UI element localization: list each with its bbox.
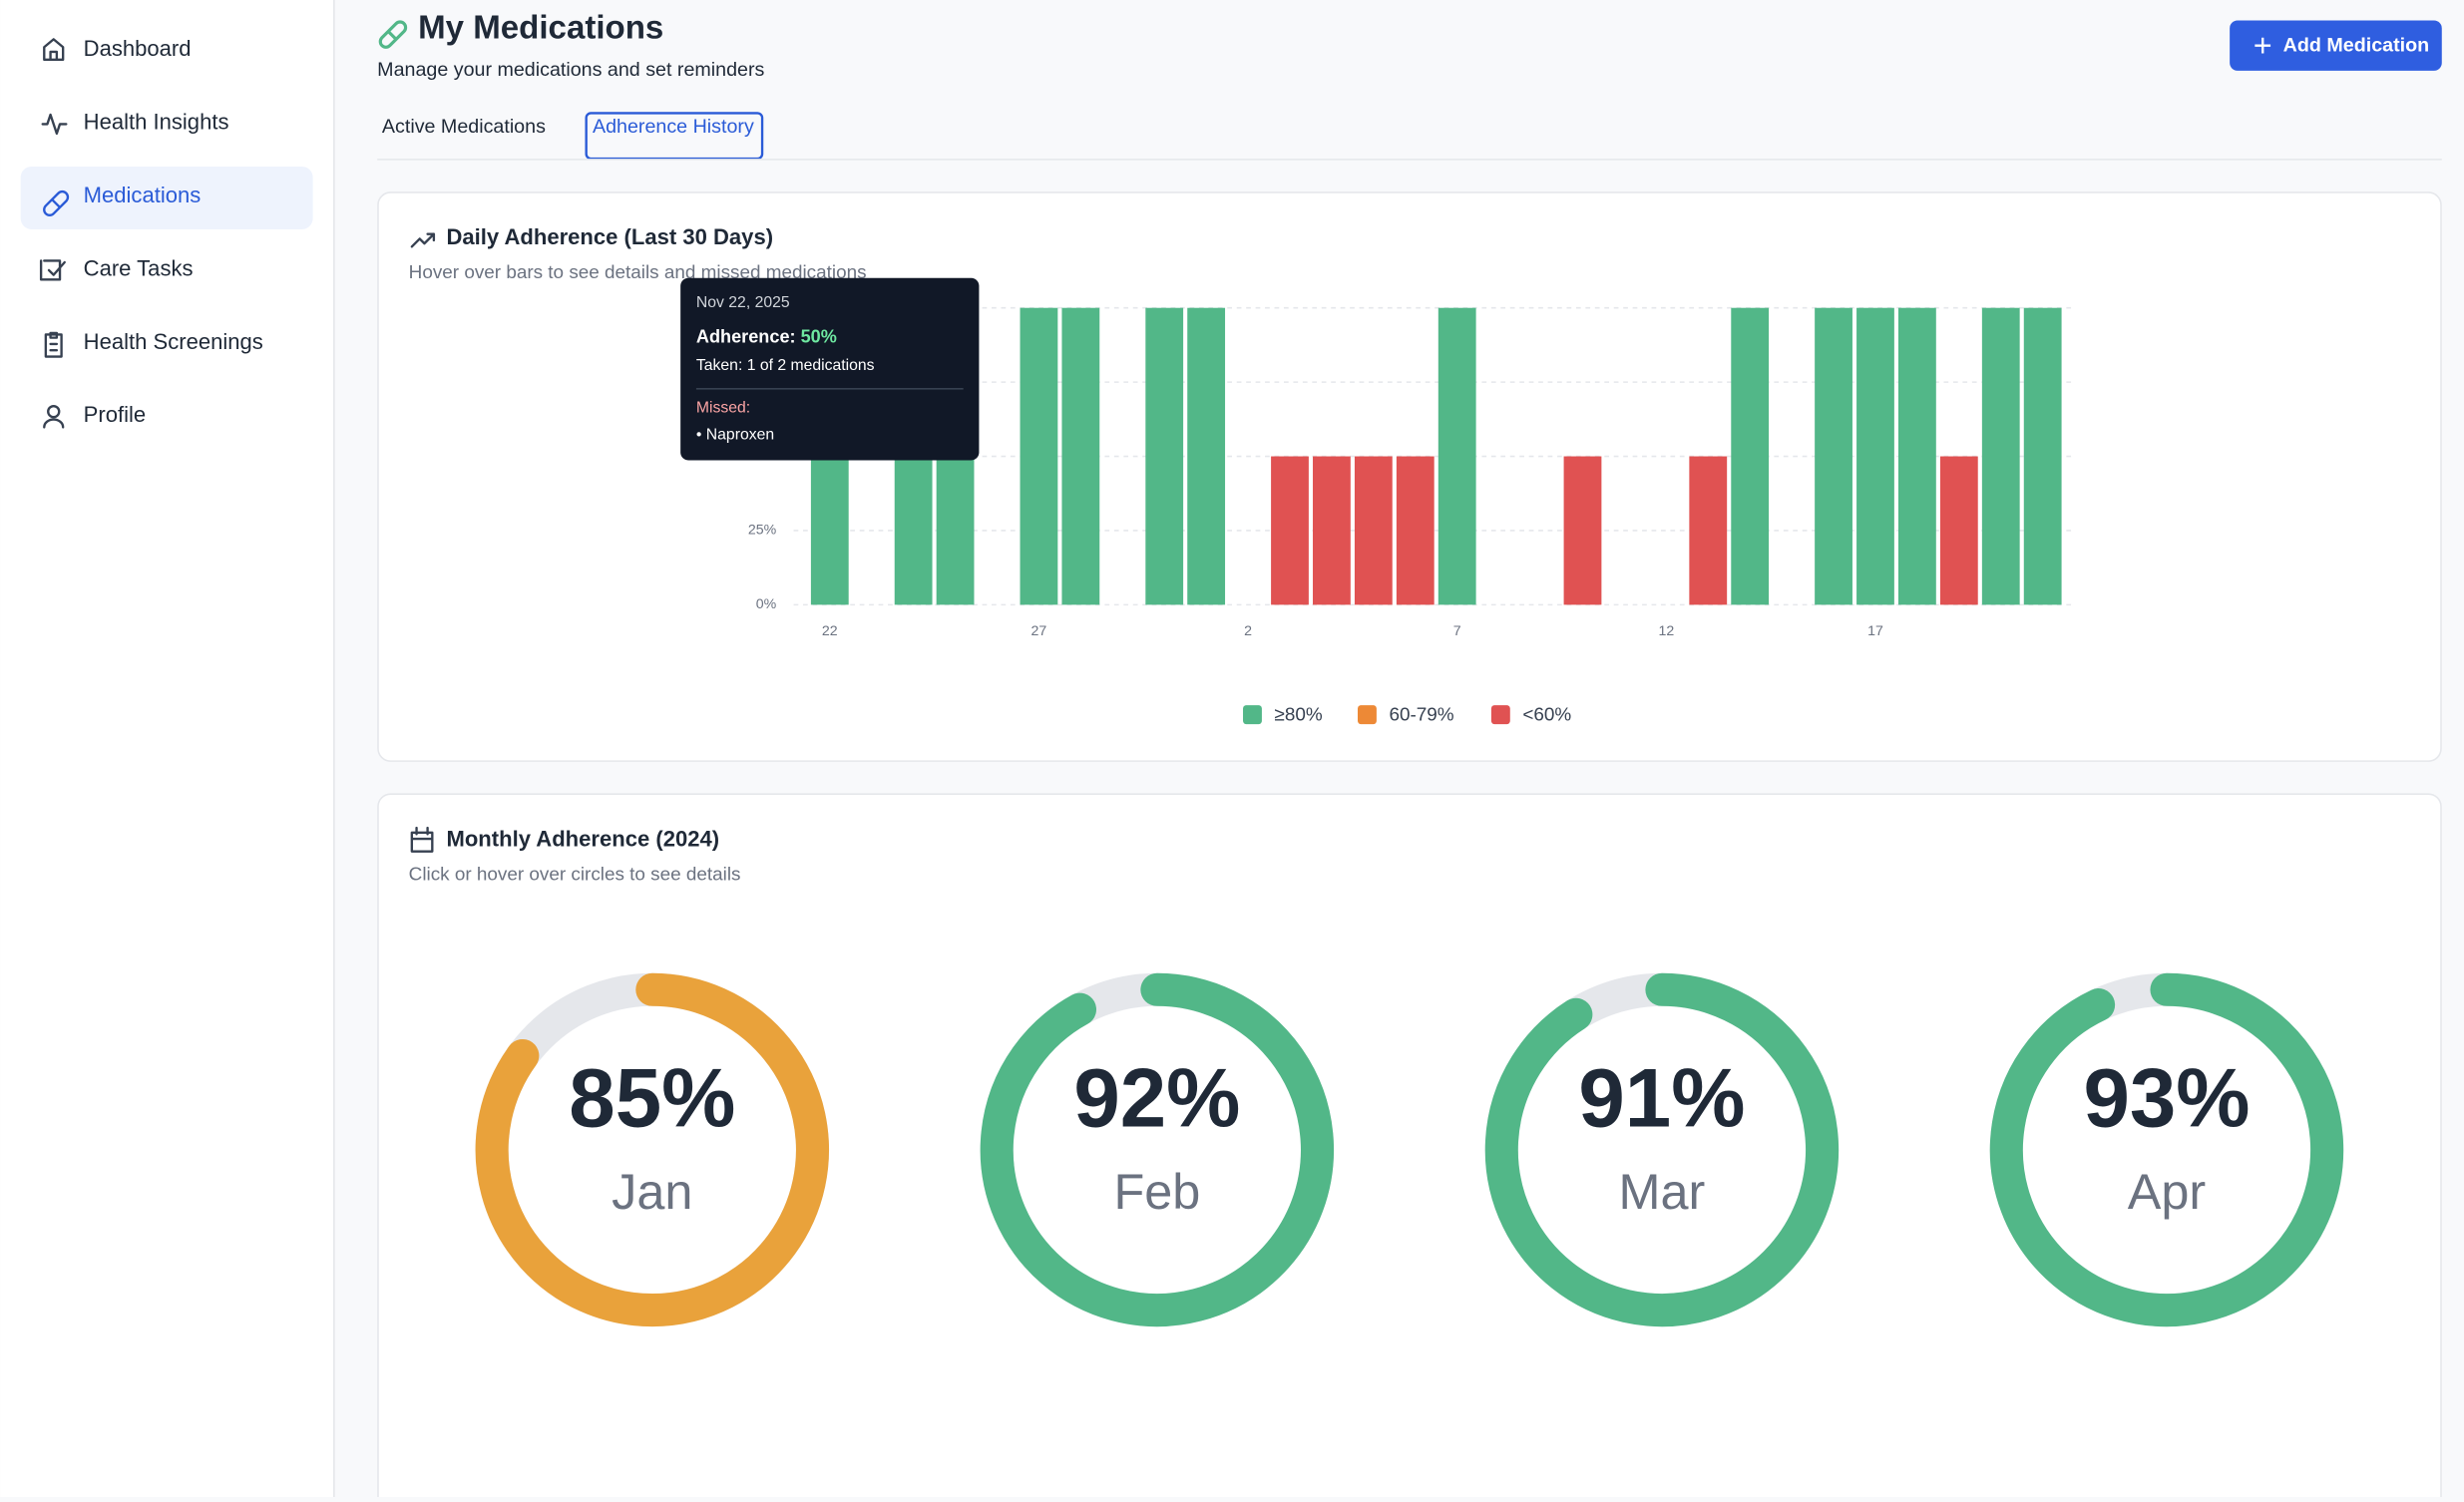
tooltip-taken: Taken: 1 of 2 medications bbox=[696, 357, 875, 374]
bar[interactable] bbox=[1354, 456, 1393, 605]
tooltip-bg bbox=[680, 277, 980, 461]
ring-month: Apr bbox=[2128, 1163, 2206, 1220]
tooltip-missed-item: • Naproxen bbox=[696, 426, 774, 443]
x-tick-label: 17 bbox=[1867, 623, 1883, 639]
x-tick-label: 2 bbox=[1244, 623, 1252, 639]
bar[interactable] bbox=[1187, 307, 1226, 605]
ring-month: Jan bbox=[612, 1163, 692, 1220]
tooltip-missed: Missed: bbox=[696, 400, 750, 417]
x-tick-label: 12 bbox=[1658, 623, 1674, 639]
trend-icon bbox=[410, 232, 436, 248]
bar[interactable] bbox=[1271, 456, 1309, 605]
ring-month: Mar bbox=[1619, 1163, 1706, 1220]
x-tick-label: 22 bbox=[822, 623, 838, 639]
bar[interactable] bbox=[1437, 307, 1476, 605]
x-tick-label: 27 bbox=[1031, 623, 1047, 639]
bar[interactable] bbox=[1689, 456, 1728, 605]
y-tick-label: 25% bbox=[748, 523, 777, 539]
bar[interactable] bbox=[1939, 456, 1978, 605]
nav-item[interactable]: Care Tasks bbox=[84, 255, 194, 280]
ring-arc[interactable] bbox=[1484, 972, 1840, 1327]
ring-month: Feb bbox=[1113, 1163, 1200, 1220]
ring-arc[interactable] bbox=[1989, 972, 2344, 1327]
tooltip-adherence: Adherence: 50% bbox=[696, 326, 837, 346]
legend-swatch bbox=[1243, 705, 1262, 725]
legend-label: 60-79% bbox=[1390, 704, 1454, 725]
ring-value: 92% bbox=[1073, 1050, 1240, 1144]
bar[interactable] bbox=[1396, 456, 1435, 605]
bar[interactable] bbox=[2023, 307, 2062, 605]
nav-active-bg bbox=[20, 166, 313, 229]
card-subtitle: Click or hover over circles to see detai… bbox=[409, 864, 741, 885]
y-tick-label: 0% bbox=[756, 596, 777, 612]
plus-icon bbox=[2255, 37, 2271, 54]
bar[interactable] bbox=[1020, 307, 1058, 605]
tooltip-date: Nov 22, 2025 bbox=[696, 294, 790, 311]
bar[interactable] bbox=[1898, 307, 1936, 605]
bar[interactable] bbox=[1061, 307, 1100, 605]
tab[interactable]: Active Medications bbox=[382, 116, 546, 138]
ring-value: 85% bbox=[569, 1050, 735, 1144]
label: Adherence: bbox=[696, 326, 796, 346]
bar[interactable] bbox=[1981, 307, 2020, 605]
nav-item[interactable]: Dashboard bbox=[84, 36, 192, 61]
nav-icons bbox=[39, 38, 70, 429]
tab-active[interactable]: Adherence History bbox=[593, 116, 754, 138]
nav-item[interactable]: Medications bbox=[84, 183, 202, 207]
nav-item[interactable]: Profile bbox=[84, 402, 147, 427]
x-tick-label: 7 bbox=[1453, 623, 1461, 639]
add-button[interactable] bbox=[2230, 20, 2442, 71]
ring-value: 91% bbox=[1578, 1050, 1745, 1144]
legend-label: ≥80% bbox=[1275, 704, 1323, 725]
tooltip: Nov 22, 2025 Adherence: 50% Taken: 1 of … bbox=[680, 277, 980, 461]
add-button-label[interactable]: Add Medication bbox=[2283, 35, 2429, 57]
header-icon bbox=[378, 20, 408, 49]
bar[interactable] bbox=[1563, 456, 1602, 605]
calendar-icon bbox=[410, 826, 434, 853]
bar[interactable] bbox=[1313, 456, 1351, 605]
value: 50% bbox=[801, 326, 837, 346]
nav-item[interactable]: Health Insights bbox=[84, 110, 229, 135]
legend-label: <60% bbox=[1522, 704, 1571, 725]
page-title: My Medications bbox=[418, 10, 663, 47]
bar[interactable] bbox=[1145, 307, 1184, 605]
nav-item[interactable]: Health Screenings bbox=[84, 329, 263, 354]
ring-arc[interactable] bbox=[980, 972, 1335, 1327]
legend-swatch bbox=[1358, 705, 1377, 725]
card bbox=[377, 793, 2442, 1502]
bar[interactable] bbox=[1856, 307, 1894, 605]
bar[interactable] bbox=[1815, 307, 1852, 605]
card-title: Daily Adherence (Last 30 Days) bbox=[446, 224, 773, 249]
sidebar bbox=[0, 0, 334, 1497]
page-subtitle: Manage your medications and set reminder… bbox=[377, 59, 764, 81]
ring-arc[interactable] bbox=[475, 972, 829, 1327]
ring-value: 93% bbox=[2083, 1050, 2250, 1144]
bar[interactable] bbox=[1731, 307, 1770, 605]
card-title: Monthly Adherence (2024) bbox=[446, 826, 719, 851]
legend-swatch bbox=[1490, 705, 1510, 725]
